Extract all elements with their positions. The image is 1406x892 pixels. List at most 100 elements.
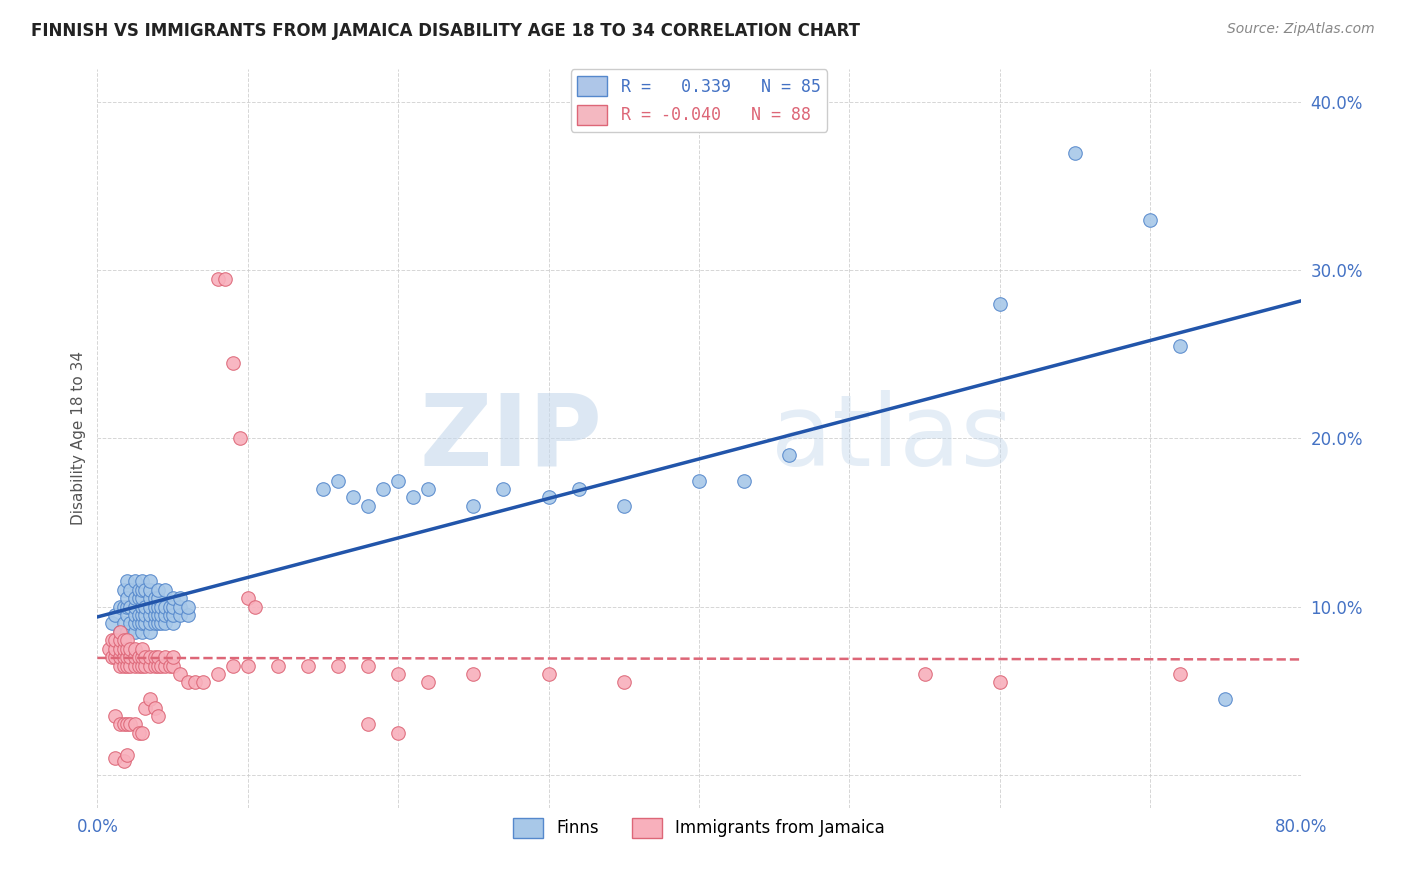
Point bbox=[128, 650, 150, 665]
Point bbox=[120, 599, 142, 614]
Point bbox=[124, 599, 146, 614]
Point bbox=[492, 482, 515, 496]
Point bbox=[146, 709, 169, 723]
Point bbox=[134, 700, 156, 714]
Point bbox=[124, 717, 146, 731]
Point bbox=[108, 650, 131, 665]
Point bbox=[1168, 339, 1191, 353]
Point bbox=[117, 633, 139, 648]
Point bbox=[124, 624, 146, 639]
Point bbox=[128, 608, 150, 623]
Point bbox=[139, 692, 162, 706]
Point bbox=[104, 751, 127, 765]
Point bbox=[222, 658, 245, 673]
Point bbox=[207, 271, 229, 285]
Point bbox=[149, 608, 172, 623]
Point bbox=[124, 658, 146, 673]
Point bbox=[568, 482, 591, 496]
Point bbox=[117, 591, 139, 606]
Point bbox=[112, 582, 135, 597]
Point bbox=[245, 599, 267, 614]
Text: atlas: atlas bbox=[772, 390, 1012, 487]
Point bbox=[128, 725, 150, 739]
Point bbox=[108, 717, 131, 731]
Point bbox=[120, 717, 142, 731]
Point bbox=[139, 574, 162, 589]
Point bbox=[124, 591, 146, 606]
Point bbox=[124, 650, 146, 665]
Point bbox=[134, 582, 156, 597]
Point bbox=[124, 616, 146, 631]
Point bbox=[117, 717, 139, 731]
Point bbox=[688, 474, 710, 488]
Point bbox=[146, 599, 169, 614]
Point bbox=[117, 658, 139, 673]
Y-axis label: Disability Age 18 to 34: Disability Age 18 to 34 bbox=[72, 351, 86, 525]
Point bbox=[326, 474, 349, 488]
Point bbox=[153, 582, 176, 597]
Point bbox=[207, 667, 229, 681]
Point bbox=[169, 591, 191, 606]
Point bbox=[143, 599, 166, 614]
Point bbox=[112, 658, 135, 673]
Point bbox=[1139, 212, 1161, 227]
Point bbox=[146, 650, 169, 665]
Point bbox=[146, 582, 169, 597]
Point bbox=[143, 700, 166, 714]
Point bbox=[162, 616, 184, 631]
Point bbox=[143, 650, 166, 665]
Point bbox=[112, 650, 135, 665]
Point bbox=[988, 675, 1011, 690]
Point bbox=[128, 591, 150, 606]
Point bbox=[143, 616, 166, 631]
Point bbox=[463, 667, 485, 681]
Point bbox=[162, 658, 184, 673]
Point bbox=[387, 667, 409, 681]
Point bbox=[146, 616, 169, 631]
Point bbox=[139, 616, 162, 631]
Text: FINNISH VS IMMIGRANTS FROM JAMAICA DISABILITY AGE 18 TO 34 CORRELATION CHART: FINNISH VS IMMIGRANTS FROM JAMAICA DISAB… bbox=[31, 22, 860, 40]
Point bbox=[98, 641, 121, 656]
Point bbox=[1168, 667, 1191, 681]
Point bbox=[418, 482, 440, 496]
Point bbox=[108, 624, 131, 639]
Point bbox=[134, 616, 156, 631]
Point bbox=[159, 608, 181, 623]
Point bbox=[120, 582, 142, 597]
Point bbox=[312, 482, 335, 496]
Point bbox=[117, 747, 139, 762]
Point bbox=[146, 591, 169, 606]
Point bbox=[162, 591, 184, 606]
Point bbox=[387, 474, 409, 488]
Point bbox=[988, 297, 1011, 311]
Point bbox=[104, 650, 127, 665]
Point bbox=[169, 608, 191, 623]
Point bbox=[297, 658, 319, 673]
Point bbox=[104, 633, 127, 648]
Point bbox=[149, 658, 172, 673]
Point bbox=[342, 491, 364, 505]
Point bbox=[914, 667, 936, 681]
Point bbox=[139, 591, 162, 606]
Point bbox=[159, 599, 181, 614]
Point bbox=[117, 641, 139, 656]
Point bbox=[108, 624, 131, 639]
Point bbox=[124, 574, 146, 589]
Point bbox=[357, 717, 380, 731]
Point bbox=[176, 608, 198, 623]
Point bbox=[153, 599, 176, 614]
Point bbox=[131, 624, 153, 639]
Text: Source: ZipAtlas.com: Source: ZipAtlas.com bbox=[1227, 22, 1375, 37]
Point bbox=[124, 641, 146, 656]
Point bbox=[236, 658, 259, 673]
Point bbox=[387, 725, 409, 739]
Point bbox=[134, 650, 156, 665]
Point bbox=[108, 633, 131, 648]
Point bbox=[134, 658, 156, 673]
Point bbox=[112, 641, 135, 656]
Point bbox=[139, 650, 162, 665]
Point bbox=[101, 633, 124, 648]
Point bbox=[108, 658, 131, 673]
Point bbox=[222, 356, 245, 370]
Point bbox=[104, 709, 127, 723]
